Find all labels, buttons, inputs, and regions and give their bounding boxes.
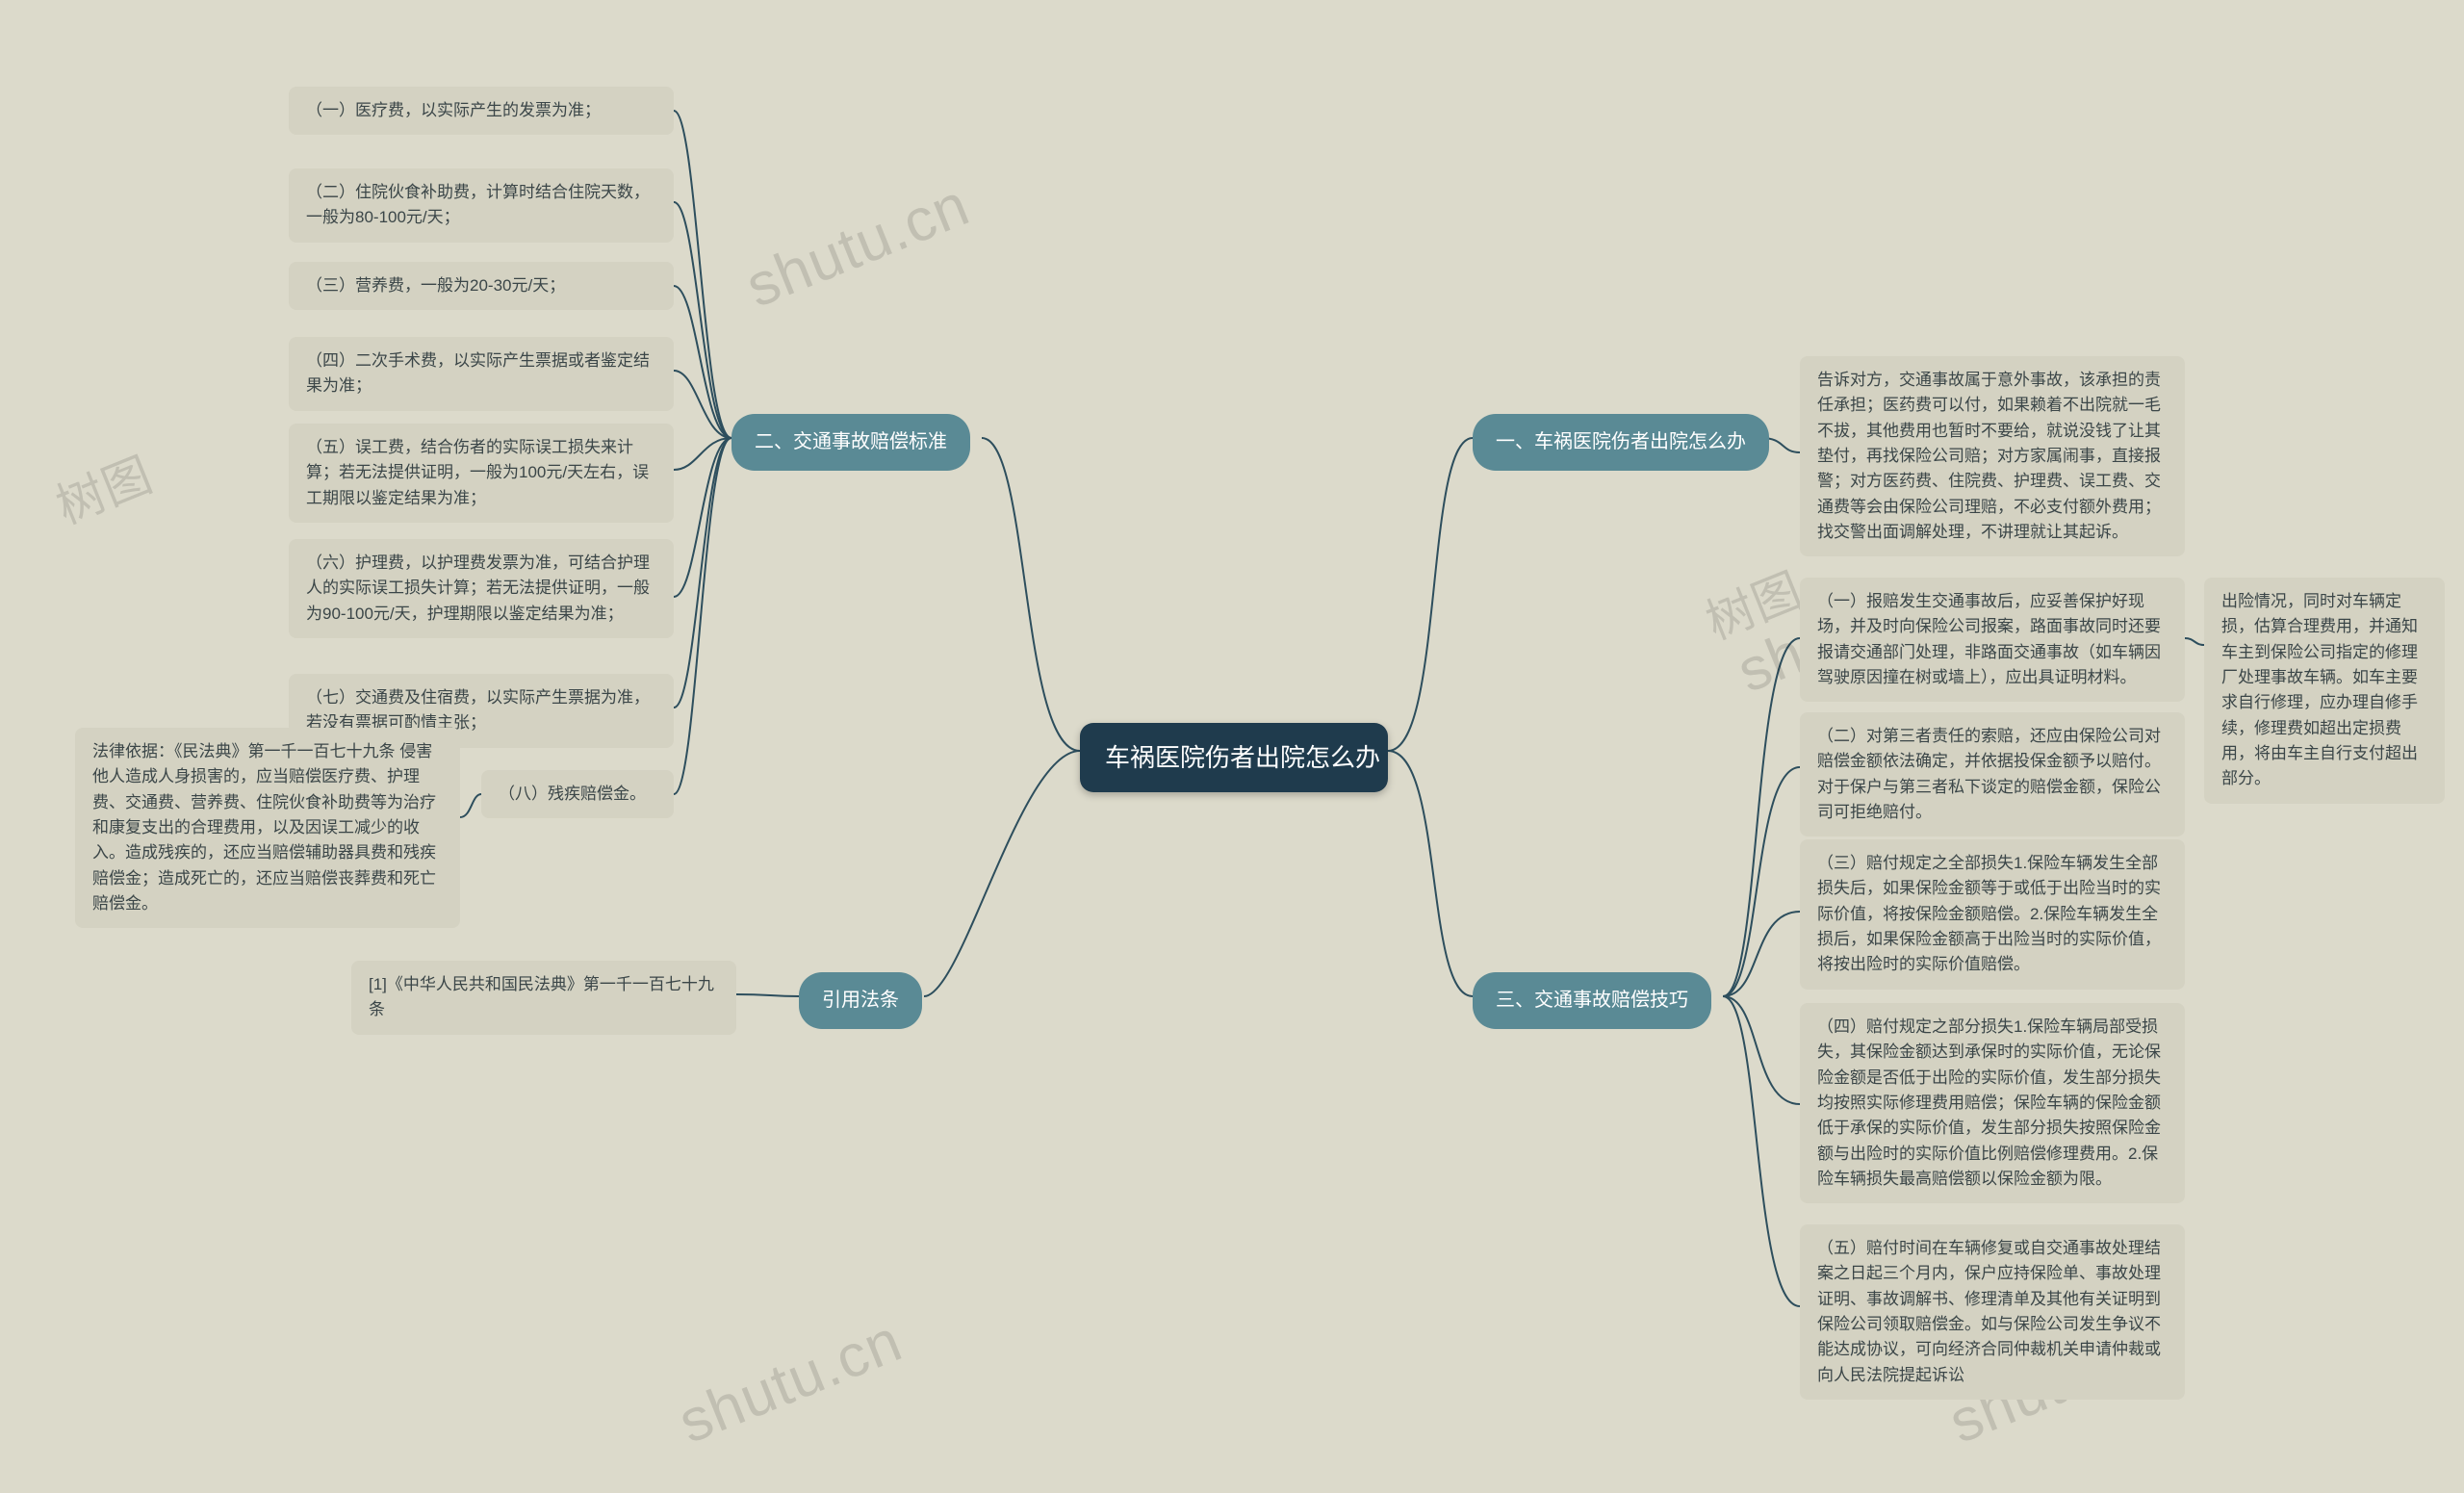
- leaf-b3-4[interactable]: （四）赔付规定之部分损失1.保险车辆局部受损失，其保险金额达到承保时的实际价值，…: [1800, 1003, 2185, 1203]
- leaf-b2-4[interactable]: （四）二次手术费，以实际产生票据或者鉴定结果为准；: [289, 337, 674, 411]
- topic-b3[interactable]: 三、交通事故赔偿技巧: [1473, 972, 1711, 1029]
- leaf-b2-6[interactable]: （六）护理费，以护理费发票为准，可结合护理人的实际误工损失计算；若无法提供证明，…: [289, 539, 674, 638]
- leaf-b2-2[interactable]: （二）住院伙食补助费，计算时结合住院天数，一般为80-100元/天；: [289, 168, 674, 243]
- leaf-b2-1[interactable]: （一）医疗费，以实际产生的发票为准；: [289, 87, 674, 135]
- leaf-b3-5[interactable]: （五）赔付时间在车辆修复或自交通事故处理结案之日起三个月内，保户应持保险单、事故…: [1800, 1224, 2185, 1400]
- leaf-b2-5[interactable]: （五）误工费，结合伤者的实际误工损失来计算；若无法提供证明，一般为100元/天左…: [289, 424, 674, 523]
- topic-b2[interactable]: 二、交通事故赔偿标准: [732, 414, 970, 471]
- leaf-b2-8[interactable]: （八）残疾赔偿金。: [481, 770, 674, 818]
- topic-b4[interactable]: 引用法条: [799, 972, 922, 1029]
- leaf-b2-3[interactable]: （三）营养费，一般为20-30元/天；: [289, 262, 674, 310]
- leaf-b4-1[interactable]: [1]《中华人民共和国民法典》第一千一百七十九条: [351, 961, 736, 1035]
- leaf-b3-3[interactable]: （三）赔付规定之全部损失1.保险车辆发生全部损失后，如果保险金额等于或低于出险当…: [1800, 839, 2185, 990]
- leaf-b3-1[interactable]: （一）报赔发生交通事故后，应妥善保护好现场，并及时向保险公司报案，路面事故同时还…: [1800, 578, 2185, 702]
- topic-b1[interactable]: 一、车祸医院伤者出院怎么办: [1473, 414, 1769, 471]
- watermark: shutu.cn: [670, 1306, 911, 1457]
- watermark: 树图: [1694, 553, 1811, 654]
- watermark: 树图: [44, 437, 162, 538]
- center-node[interactable]: 车祸医院伤者出院怎么办: [1080, 723, 1388, 792]
- leaf-b1-1[interactable]: 告诉对方，交通事故属于意外事故，该承担的责任承担；医药费可以付，如果赖着不出院就…: [1800, 356, 2185, 556]
- leaf-b2-8-1[interactable]: 法律依据：《民法典》第一千一百七十九条 侵害他人造成人身损害的，应当赔偿医疗费、…: [75, 728, 460, 928]
- leaf-b3-2[interactable]: （二）对第三者责任的索赔，还应由保险公司对赔偿金额依法确定，并依据投保金额予以赔…: [1800, 712, 2185, 837]
- watermark: shutu.cn: [737, 170, 979, 322]
- mindmap-stage: shutu.cn shutu.cn 树图 shutu.cn shutu.cn 树…: [0, 0, 2464, 1493]
- leaf-b3-1-1[interactable]: 出险情况，同时对车辆定损，估算合理费用，并通知车主到保险公司指定的修理厂处理事故…: [2204, 578, 2445, 804]
